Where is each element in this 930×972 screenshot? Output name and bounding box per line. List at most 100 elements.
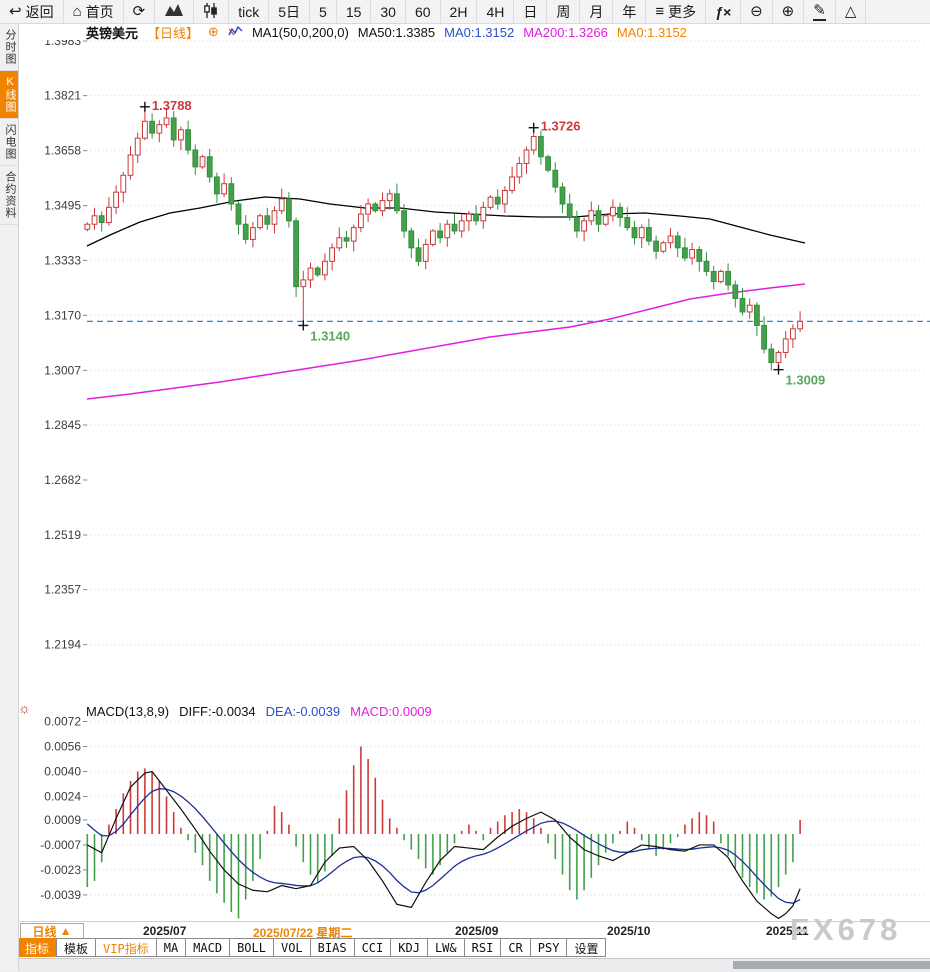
candle xyxy=(149,120,155,134)
sidebar-kline-chart[interactable]: K线图 xyxy=(0,71,18,119)
candle xyxy=(674,235,681,249)
candle xyxy=(602,215,609,225)
indicator-marker-icon[interactable]: ☼ xyxy=(18,700,31,716)
price-annotation: 1.3726 xyxy=(541,119,581,134)
period-month[interactable]: 月 xyxy=(580,0,614,23)
price-axis-tick: 1.3821 xyxy=(44,89,81,103)
tab-kdj[interactable]: KDJ xyxy=(390,938,428,957)
period-year[interactable]: 年 xyxy=(613,0,647,23)
candle xyxy=(178,129,184,141)
candle xyxy=(732,284,739,299)
candle xyxy=(134,137,141,156)
shapes-icon: △ xyxy=(844,3,857,20)
period-5day[interactable]: 5日 xyxy=(269,0,311,23)
candle xyxy=(430,230,436,245)
candle-chart-button[interactable] xyxy=(194,0,230,23)
macd-diff-value: DIFF:-0.0034 xyxy=(179,703,256,719)
back-button[interactable]: ↩ 返回 xyxy=(0,0,64,23)
period-60min[interactable]: 60 xyxy=(406,0,441,23)
candle xyxy=(286,198,292,222)
ma50-line xyxy=(86,196,806,247)
candle xyxy=(523,149,530,164)
period-30min[interactable]: 30 xyxy=(371,0,406,23)
macd-dea-value: DEA:-0.0039 xyxy=(265,703,341,719)
ma50-value: MA50:1.3385 xyxy=(357,24,436,40)
period-4h[interactable]: 4H xyxy=(477,0,515,23)
indicator-fx-button[interactable]: ƒ× xyxy=(706,0,742,23)
home-button[interactable]: ⌂ 首页 xyxy=(64,0,124,23)
line-chart-button[interactable] xyxy=(155,0,195,23)
ma-zigzag-icon xyxy=(228,25,243,40)
tab-rsi[interactable]: RSI xyxy=(463,938,502,957)
macd-axis-tick: -0.0007 xyxy=(40,838,81,852)
period-tick[interactable]: tick xyxy=(229,0,270,23)
candle xyxy=(516,162,523,178)
candle xyxy=(458,220,465,232)
candle xyxy=(725,270,732,286)
candle xyxy=(653,240,660,252)
period-tick-label: tick xyxy=(238,3,260,20)
period-day[interactable]: 日 xyxy=(514,0,548,23)
macd-axis-tick: 0.0009 xyxy=(44,813,81,827)
period-4h-label: 4H xyxy=(486,3,505,20)
x-axis-label: 2025/10 xyxy=(607,924,651,938)
tab-cr[interactable]: CR xyxy=(500,938,531,957)
tab-psy[interactable]: PSY xyxy=(529,938,568,957)
tab-macd[interactable]: MACD xyxy=(185,938,231,957)
add-indicator-icon[interactable]: ⊕ xyxy=(208,24,219,39)
tab-vol[interactable]: VOL xyxy=(272,938,311,957)
period-selector-arrow-icon: ▲ xyxy=(59,924,72,938)
candle xyxy=(293,220,300,288)
tab-settings[interactable]: 设置 xyxy=(566,938,607,957)
period-15min[interactable]: 15 xyxy=(337,0,372,23)
candle xyxy=(487,196,494,208)
macd-macd-value: MACD:0.0009 xyxy=(350,703,432,719)
draw-button[interactable]: ✎ xyxy=(804,0,836,23)
candle xyxy=(98,215,105,224)
candle xyxy=(797,320,804,330)
home-icon: ⌂ xyxy=(72,3,82,20)
tab-cci[interactable]: CCI xyxy=(353,938,392,957)
period-5min[interactable]: 5 xyxy=(310,0,337,23)
tab-lwr[interactable]: LW& xyxy=(426,938,465,957)
candle xyxy=(221,183,227,195)
period-2h[interactable]: 2H xyxy=(441,0,478,23)
tab-template[interactable]: 模板 xyxy=(56,938,97,957)
zoom-in-button[interactable]: ⊕ xyxy=(773,0,805,23)
candle xyxy=(775,351,782,364)
sidebar-lightning-chart[interactable]: 闪电图 xyxy=(0,119,18,166)
tab-bias[interactable]: BIAS xyxy=(309,938,355,957)
horizontal-scrollbar[interactable] xyxy=(733,961,930,969)
tab-ma[interactable]: MA xyxy=(155,938,187,957)
candle xyxy=(466,213,472,222)
macd-axis-tick: -0.0023 xyxy=(40,863,81,877)
candle xyxy=(192,149,199,168)
candle xyxy=(682,247,688,259)
price-and-macd-chart[interactable]: 1.3983 1.3821 1.3658 1.3495 1.3333 1.3170 1.30… xyxy=(18,40,930,920)
sidebar-contract-info[interactable]: 合约资料 xyxy=(0,166,18,225)
candle xyxy=(502,189,508,205)
candle xyxy=(163,117,170,126)
candle xyxy=(264,215,271,225)
tab-vip-indicator[interactable]: VIP指标 xyxy=(95,938,157,957)
candles-icon xyxy=(203,2,219,21)
candle xyxy=(574,216,580,232)
macd-diff-line xyxy=(87,770,801,920)
candle xyxy=(689,249,696,259)
candle xyxy=(336,237,343,249)
period-selector-box[interactable]: 日线 ▲ xyxy=(20,923,84,939)
more-button[interactable]: ≡ 更多 xyxy=(646,0,707,23)
ma0-orange-value: MA0:1.3152 xyxy=(616,24,687,40)
zoom-out-button[interactable]: ⊖ xyxy=(741,0,773,23)
candle xyxy=(372,203,379,212)
back-arrow-icon: ↩ xyxy=(9,3,22,20)
refresh-button[interactable]: ⟳ xyxy=(124,0,156,23)
home-button-label: 首页 xyxy=(85,3,114,20)
period-week[interactable]: 周 xyxy=(547,0,581,23)
macd-axis-tick: 0.0072 xyxy=(44,715,81,729)
sidebar-intraday-chart[interactable]: 分时图 xyxy=(0,24,18,71)
tab-indicator[interactable]: 指标 xyxy=(17,938,58,957)
shapes-button[interactable]: △ xyxy=(836,0,867,23)
candle xyxy=(782,338,789,353)
tab-boll[interactable]: BOLL xyxy=(229,938,274,957)
